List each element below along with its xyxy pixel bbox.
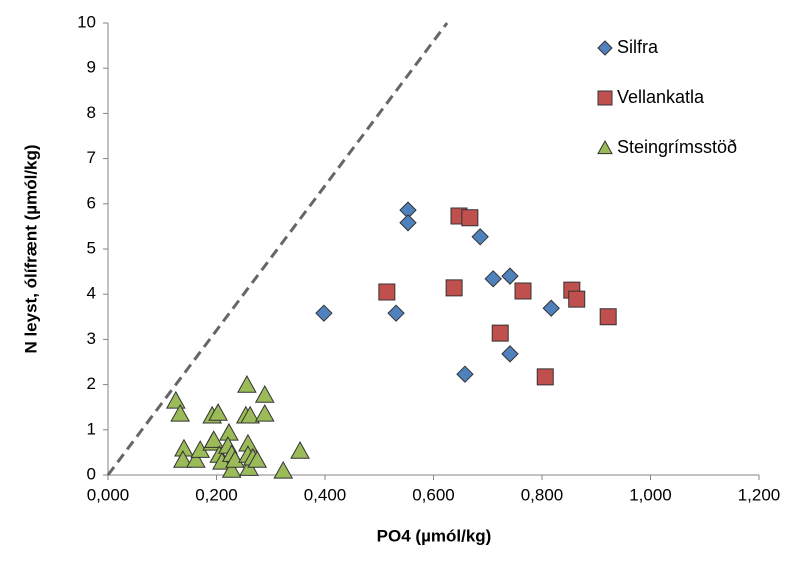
y-tick-label: 9 [87, 58, 96, 77]
data-point [399, 214, 417, 232]
x-tick-label: 0,600 [412, 485, 455, 504]
y-tick-label: 6 [87, 193, 96, 212]
y-tick-label: 0 [87, 464, 96, 483]
data-point [165, 390, 186, 409]
x-tick-label: 0,800 [521, 485, 564, 504]
data-point [461, 209, 479, 227]
data-point [237, 375, 257, 393]
data-point [240, 405, 260, 424]
data-point [484, 270, 502, 288]
legend-label: Vellankatla [617, 87, 705, 107]
legend-label: Silfra [617, 37, 659, 57]
data-point [203, 430, 224, 448]
y-tick-label: 10 [77, 12, 96, 31]
data-point [378, 283, 396, 301]
data-point [225, 450, 245, 468]
x-tick-label: 0,000 [87, 485, 130, 504]
data-point [536, 368, 554, 386]
data-point [387, 304, 405, 322]
legend-marker [597, 40, 613, 56]
data-point [219, 422, 239, 441]
y-tick-label: 3 [87, 329, 96, 348]
data-point [491, 324, 509, 342]
reference-line [106, 22, 449, 476]
data-point [170, 403, 191, 422]
data-point [471, 228, 489, 246]
y-tick-label: 8 [87, 103, 96, 122]
data-point [501, 345, 519, 363]
data-point [599, 308, 617, 326]
data-point [208, 403, 228, 421]
data-point [456, 365, 474, 383]
data-point [247, 450, 268, 468]
data-point [254, 403, 275, 422]
data-point [514, 282, 532, 300]
data-point [568, 290, 586, 308]
x-axis-title: PO4 (µmól/kg) [377, 526, 492, 545]
data-point [315, 304, 333, 322]
y-tick-label: 5 [87, 238, 96, 257]
data-point [186, 450, 206, 468]
data-point [290, 441, 310, 459]
y-tick-label: 2 [87, 374, 96, 393]
x-tick-label: 1,200 [738, 485, 781, 504]
data-point [501, 267, 519, 285]
legend-label: Steingrímsstöð [617, 137, 737, 157]
data-point [445, 279, 463, 297]
y-tick-label: 1 [87, 419, 96, 438]
legend-marker [597, 139, 613, 155]
x-tick-label: 0,400 [304, 485, 347, 504]
legend-marker [597, 90, 613, 106]
y-tick-label: 4 [87, 284, 96, 303]
data-point [273, 460, 294, 479]
data-point [542, 299, 560, 317]
y-tick-label: 7 [87, 148, 96, 167]
x-tick-label: 1,000 [629, 485, 672, 504]
data-point [254, 384, 275, 403]
x-tick-label: 0,200 [195, 485, 238, 504]
data-point [173, 450, 193, 468]
data-point [221, 459, 242, 478]
y-axis-title: N leyst, ólífrænt (µmól/kg) [21, 144, 40, 353]
